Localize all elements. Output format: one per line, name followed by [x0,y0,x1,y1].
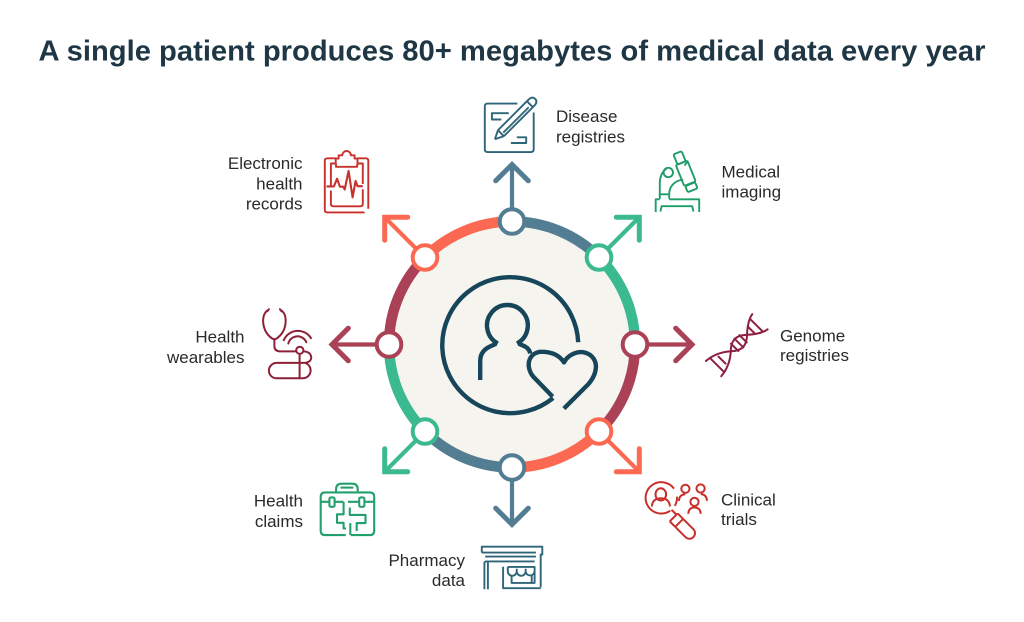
svg-text:wearables: wearables [166,348,245,367]
svg-text:Genome: Genome [780,327,845,346]
svg-text:Electronic: Electronic [228,154,303,173]
svg-text:data: data [432,571,466,590]
svg-text:Disease: Disease [556,107,617,126]
svg-text:trials: trials [721,510,757,529]
svg-text:Clinical: Clinical [721,490,776,509]
svg-text:Pharmacy: Pharmacy [388,551,465,570]
svg-text:A single patient produces 80+: A single patient produces 80+ megabytes … [39,36,986,68]
svg-text:registries: registries [780,346,849,365]
svg-text:records: records [246,195,303,214]
svg-text:Medical: Medical [722,163,781,182]
svg-text:registries: registries [556,128,625,147]
svg-text:health: health [256,174,302,193]
svg-text:Health: Health [195,328,244,347]
svg-text:Health: Health [254,492,303,511]
svg-text:claims: claims [255,512,303,531]
svg-text:imaging: imaging [722,183,782,202]
